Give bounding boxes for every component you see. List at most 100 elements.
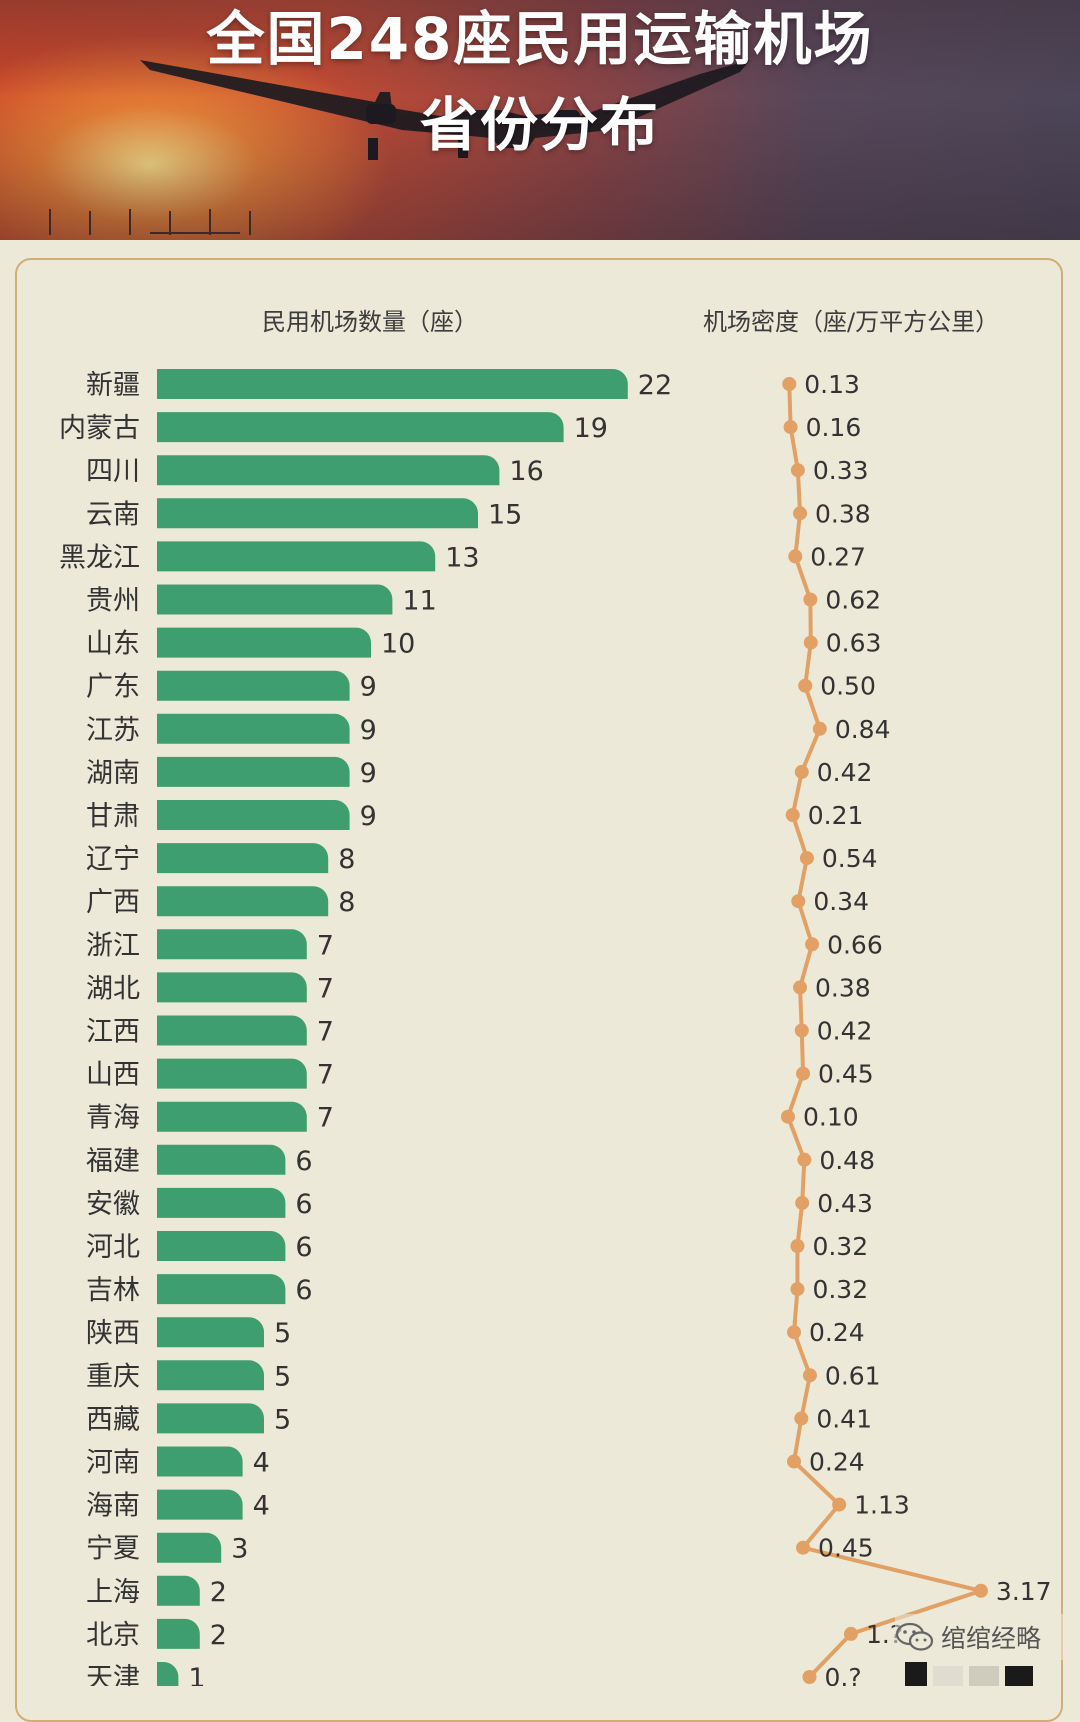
bar (157, 1662, 179, 1686)
density-point (791, 894, 806, 909)
bar-value-label: 9 (360, 715, 377, 746)
category-label: 上海 (86, 1577, 140, 1608)
density-value-label: 0.? (825, 1663, 862, 1686)
density-value-label: 0.32 (812, 1275, 868, 1304)
density-point (785, 808, 800, 822)
density-point (832, 1497, 847, 1512)
density-value-label: 0.34 (813, 887, 869, 916)
category-label: 辽宁 (86, 844, 140, 875)
category-label: 江苏 (86, 715, 140, 746)
bar-value-label: 15 (488, 499, 522, 530)
bar-value-label: 3 (231, 1534, 248, 1565)
density-point (794, 1023, 809, 1038)
category-label: 宁夏 (86, 1534, 140, 1565)
bar-value-label: 9 (360, 758, 377, 789)
density-value-label: 0.66 (827, 930, 883, 959)
density-value-label: 0.21 (808, 801, 864, 830)
density-value-label: 0.38 (815, 499, 871, 528)
bar (157, 1446, 243, 1477)
density-point (798, 678, 813, 693)
density-value-label: 0.84 (835, 715, 891, 744)
density-value-label: 0.16 (806, 413, 862, 442)
page-title-line-1: 全国248座民用运输机场 (206, 5, 874, 73)
bar (157, 886, 329, 917)
density-value-label: 0.43 (817, 1189, 873, 1218)
bar (157, 756, 350, 787)
density-point (812, 721, 827, 736)
bar (157, 498, 478, 529)
bar (157, 1231, 286, 1261)
density-value-label: 0.63 (826, 629, 882, 658)
category-label: 海南 (86, 1491, 140, 1522)
density-point (796, 1066, 811, 1081)
watermark: 绾绾经略 (895, 1614, 1065, 1660)
category-label: 内蒙古 (59, 413, 140, 444)
bar (157, 1360, 264, 1391)
bar (157, 1532, 222, 1563)
bar-value-label: 19 (574, 413, 608, 444)
density-point (790, 1282, 805, 1297)
bar-value-label: 2 (210, 1620, 227, 1651)
bar (157, 412, 564, 443)
density-point (787, 1325, 802, 1340)
bar (157, 843, 329, 874)
bar (157, 1618, 200, 1649)
category-label: 广西 (86, 887, 140, 918)
category-label: 黑龙江 (59, 542, 140, 573)
category-label: 广东 (86, 672, 140, 703)
density-point (794, 764, 809, 779)
density-value-label: 0.62 (825, 586, 881, 615)
density-value-label: 3.17 (996, 1577, 1052, 1606)
category-label: 天津 (86, 1663, 140, 1686)
density-value-label: 0.45 (818, 1060, 874, 1089)
density-point (788, 549, 803, 564)
density-point (973, 1583, 988, 1598)
bar-column-header: 民用机场数量（座） (262, 308, 478, 336)
density-value-label: 0.13 (804, 370, 860, 399)
density-column-header: 机场密度（座/万平方公里） (703, 308, 1000, 336)
bar (157, 584, 393, 615)
density-value-label: 0.41 (816, 1404, 872, 1433)
density-point (805, 937, 820, 952)
bar (157, 929, 307, 960)
density-point (793, 980, 808, 995)
density-value-label: 0.61 (825, 1361, 881, 1390)
bar-value-label: 6 (295, 1232, 312, 1263)
bar (157, 670, 350, 701)
density-value-label: 0.24 (809, 1448, 865, 1477)
category-label: 山东 (86, 629, 140, 660)
category-label: 北京 (86, 1620, 140, 1651)
category-label: 浙江 (86, 930, 140, 961)
density-value-label: 0.24 (809, 1318, 865, 1347)
category-label: 云南 (86, 499, 140, 530)
bar (157, 972, 307, 1003)
bar-value-label: 5 (274, 1361, 291, 1392)
bar (157, 1187, 286, 1218)
category-label: 甘肃 (86, 801, 140, 832)
bar-value-label: 7 (317, 973, 334, 1004)
bar-value-label: 4 (253, 1491, 270, 1522)
category-label: 湖北 (86, 973, 140, 1004)
category-label: 青海 (86, 1103, 140, 1134)
category-label: 重庆 (86, 1361, 140, 1392)
density-value-label: 0.32 (812, 1232, 868, 1261)
density-value-label: 1.13 (854, 1491, 910, 1520)
density-value-label: 0.33 (813, 456, 869, 485)
airplane-icon (140, 60, 750, 160)
bar-value-label: 1 (188, 1663, 205, 1686)
category-label: 安徽 (86, 1189, 140, 1220)
density-value-label: 0.54 (822, 844, 878, 873)
bar-value-label: 7 (317, 1017, 334, 1048)
bar-value-label: 2 (210, 1577, 227, 1608)
watermark-text: 绾绾经略 (941, 1624, 1042, 1653)
category-label: 湖南 (86, 758, 140, 789)
bar-value-label: 5 (274, 1404, 291, 1435)
density-point (794, 1411, 809, 1426)
density-value-label: 0.27 (810, 542, 866, 571)
density-point (843, 1626, 858, 1641)
bar (157, 541, 436, 572)
category-label: 吉林 (86, 1275, 140, 1306)
category-label: 新疆 (86, 370, 140, 401)
